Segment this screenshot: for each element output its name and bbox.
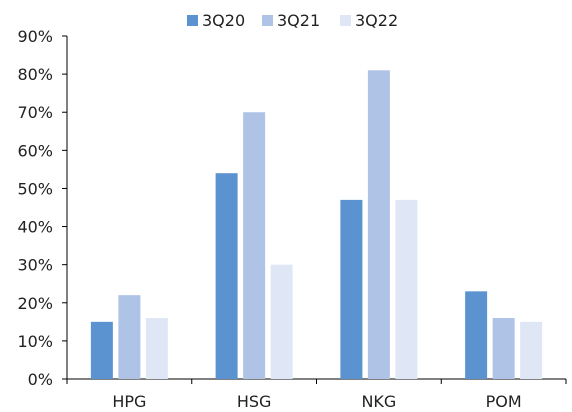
- bar-3Q21-HPG: [118, 295, 141, 379]
- y-axis: 0% 10% 20% 30% 40% 50% 60% 70% 80% 90%: [17, 27, 68, 389]
- bar-3Q21-POM: [492, 318, 515, 379]
- bar-3Q22-HSG: [270, 264, 293, 379]
- y-tick-label: 80%: [17, 65, 53, 84]
- bar-3Q20-HPG: [90, 321, 113, 379]
- y-tick-label: 40%: [17, 218, 53, 237]
- bar-3Q22-HPG: [145, 318, 168, 379]
- legend-label: 3Q20: [202, 11, 245, 30]
- bar-3Q20-POM: [465, 291, 488, 379]
- bars: [90, 70, 543, 380]
- y-tick-label: 10%: [17, 332, 53, 351]
- bar-3Q22-NKG: [395, 199, 418, 379]
- x-category-label: NKG: [361, 392, 396, 411]
- bar-3Q21-HSG: [243, 112, 266, 379]
- bar-3Q20-HSG: [215, 173, 238, 379]
- y-tick-label: 60%: [17, 141, 53, 160]
- bar-3Q20-NKG: [340, 199, 363, 379]
- x-axis: HPG HSG NKG POM: [66, 378, 567, 411]
- legend-label: 3Q22: [355, 11, 398, 30]
- x-category-label: HPG: [112, 392, 146, 411]
- y-tick-label: 20%: [17, 294, 53, 313]
- y-tick-label: 70%: [17, 103, 53, 122]
- y-tick-label: 0%: [28, 370, 53, 389]
- x-category-label: HSG: [237, 392, 272, 411]
- x-category-label: POM: [486, 392, 522, 411]
- bar-3Q22-POM: [520, 321, 543, 379]
- legend: 3Q20 3Q21 3Q22: [187, 11, 398, 30]
- y-tick-label: 50%: [17, 179, 53, 198]
- legend-swatch-3Q22: [340, 15, 351, 26]
- y-tick-label: 90%: [17, 27, 53, 46]
- legend-label: 3Q21: [277, 11, 320, 30]
- y-tick-label: 30%: [17, 256, 53, 275]
- legend-swatch-3Q20: [187, 15, 198, 26]
- legend-swatch-3Q21: [262, 15, 273, 26]
- bar-3Q21-NKG: [367, 70, 390, 380]
